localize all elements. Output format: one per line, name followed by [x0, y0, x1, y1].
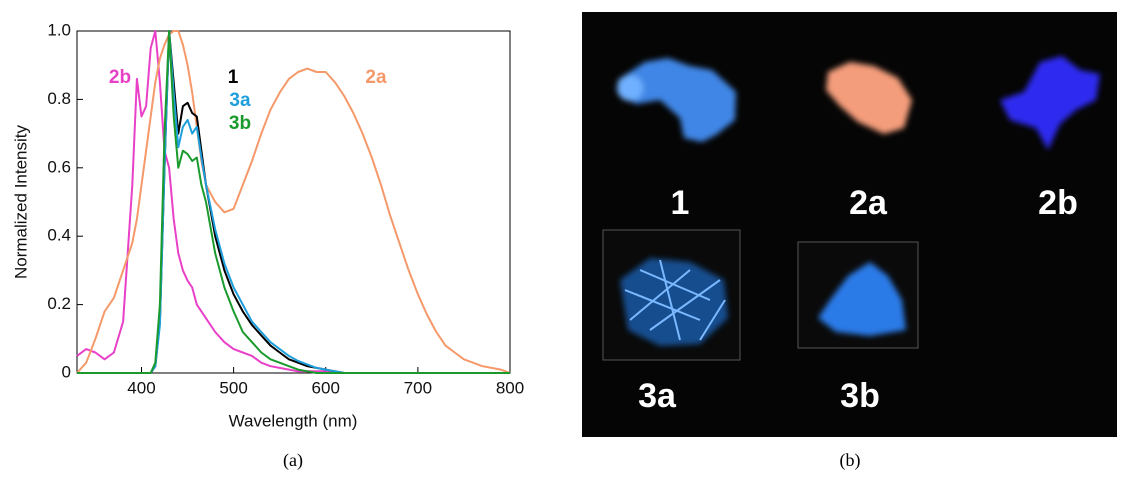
sample-3a: [620, 258, 728, 346]
y-tick-label: 0.8: [47, 89, 71, 108]
sample-2a: [826, 62, 912, 134]
series-annotation: 3a: [229, 90, 251, 111]
series-line: [77, 30, 510, 374]
y-axis-label: Normalized Intensity: [11, 125, 30, 280]
caption-a: (a): [283, 450, 303, 471]
y-tick-label: 1.0: [47, 20, 71, 39]
photo-panel: [582, 12, 1117, 437]
series-line: [77, 30, 510, 374]
x-tick-label: 500: [219, 378, 247, 397]
caption-b: (b): [840, 450, 861, 471]
y-tick-label: 0: [62, 362, 71, 381]
x-tick-label: 400: [127, 378, 155, 397]
series-line: [77, 30, 510, 374]
x-tick-label: 600: [312, 378, 340, 397]
series-annotation: 2a: [365, 67, 387, 88]
series-line: [76, 30, 511, 374]
sample-label: 1: [671, 184, 690, 222]
x-axis-label: Wavelength (nm): [229, 411, 358, 430]
series-annotation: 3b: [229, 113, 251, 134]
sample-1: [617, 58, 736, 142]
y-tick-label: 0.2: [47, 294, 71, 313]
sample-label: 2b: [1038, 184, 1078, 222]
plot-frame: [76, 30, 511, 374]
sample-label: 3a: [638, 377, 677, 415]
y-tick-label: 0.6: [47, 157, 71, 176]
sample-2b: [1000, 56, 1100, 150]
chart: Wavelength (nm) Normalized Intensity 0 0.…: [11, 20, 524, 430]
y-tick-label: 0.4: [47, 226, 71, 245]
x-tick-label: 800: [496, 378, 524, 397]
series-annotation: 1: [228, 67, 239, 88]
series-annotation: 2b: [109, 67, 131, 88]
sample-label: 3b: [840, 377, 880, 415]
x-tick-label: 700: [404, 378, 432, 397]
crystals-3a: [624, 259, 726, 341]
sample-3b: [818, 262, 906, 336]
sample-label: 2a: [849, 184, 888, 222]
series-line: [76, 30, 510, 374]
